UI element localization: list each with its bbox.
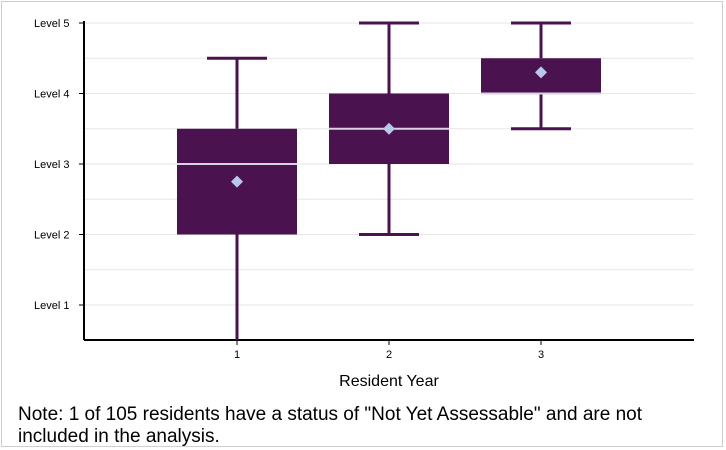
x-tick-label: 3 xyxy=(538,349,544,361)
mean-marker xyxy=(383,122,395,135)
mean-marker xyxy=(231,175,243,188)
y-tick-label: Level 1 xyxy=(34,300,69,312)
y-tick-labels: Level 1 Level 2 Level 3 Level 4 Level 5 xyxy=(34,18,84,312)
box-group-year-1 xyxy=(177,56,297,341)
x-axis-title: Resident Year xyxy=(339,373,439,390)
y-tick-label: Level 3 xyxy=(34,159,69,171)
boxes xyxy=(177,21,601,341)
y-tick-label: Level 2 xyxy=(34,230,69,242)
box-group-year-3 xyxy=(481,21,601,131)
x-tick-labels: 1 2 3 xyxy=(234,340,544,361)
footnote: Note: 1 of 105 residents have a status o… xyxy=(18,404,643,447)
x-tick-label: 1 xyxy=(234,349,240,361)
box-group-year-2 xyxy=(329,21,449,236)
y-tick-label: Level 5 xyxy=(34,18,69,30)
mean-marker xyxy=(535,66,547,79)
y-tick-label: Level 4 xyxy=(34,89,69,101)
x-tick-label: 2 xyxy=(386,349,392,361)
